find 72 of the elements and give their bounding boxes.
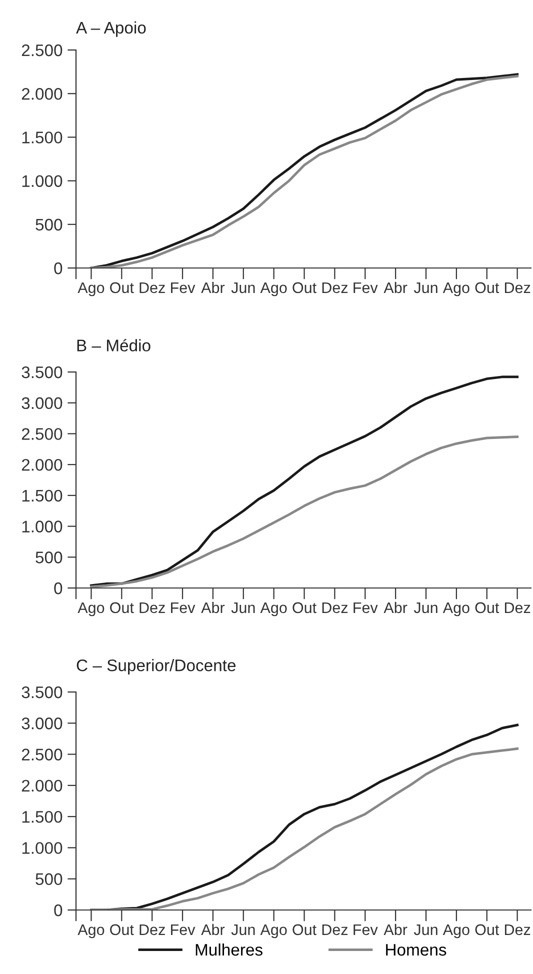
x-tick-label: Fev	[354, 282, 378, 294]
y-tick-label: 1.000	[22, 175, 62, 188]
y-tick-label: 3.500	[22, 686, 62, 698]
x-tick-label: Dez	[322, 602, 348, 614]
x-tick-label: Out	[475, 282, 500, 294]
x-tick-label: Jun	[231, 602, 255, 614]
x-tick-label: Abr	[384, 602, 408, 614]
y-tick-label: 2.000	[22, 458, 62, 471]
x-tick-label: Ago	[260, 602, 287, 616]
x-tick-label: Dez	[322, 282, 348, 294]
y-tick-label: 0	[54, 582, 62, 594]
x-tick-label: Ago	[78, 282, 104, 296]
y-tick-label: 2.000	[22, 88, 62, 100]
x-tick-label: Abr	[201, 282, 225, 294]
x-tick-label: Fev	[171, 924, 196, 936]
chart-title: C – Superior/Docente	[76, 659, 236, 675]
y-tick-label: 3.500	[22, 366, 62, 378]
x-tick-label: Jun	[231, 924, 255, 936]
y-tick-label: 1.000	[22, 842, 62, 854]
x-tick-label: Out	[110, 602, 134, 614]
chart-title: B – Médio	[77, 338, 150, 352]
x-tick-label: Ago	[78, 924, 104, 938]
x-tick-label: Dez	[322, 924, 348, 936]
y-tick-label: 1.500	[22, 490, 62, 502]
x-tick-label: Fev	[171, 602, 196, 614]
chart-title: A – Apoio	[76, 21, 146, 37]
y-tick-label: 500	[36, 552, 62, 564]
y-tick-label: 0	[54, 904, 62, 916]
x-tick-label: Ago	[442, 282, 470, 296]
x-tick-label: Jun	[414, 602, 438, 614]
x-tick-label: Dez	[140, 282, 165, 294]
y-tick-label: 500	[36, 218, 62, 231]
x-tick-label: Out	[110, 924, 134, 936]
legend-label: Mulheres	[196, 943, 262, 956]
y-tick-label: 0	[54, 262, 62, 274]
x-tick-label: Dez	[504, 602, 530, 614]
x-tick-label: Out	[292, 602, 316, 614]
x-tick-label: Out	[292, 282, 316, 294]
y-tick-label: 2.000	[22, 780, 62, 792]
x-tick-label: Ago	[442, 602, 470, 616]
y-tick-label: 500	[36, 873, 62, 886]
x-tick-label: Abr	[384, 282, 408, 294]
x-tick-label: Ago	[260, 924, 287, 938]
x-tick-label: Fev	[171, 282, 196, 294]
x-tick-label: Jun	[231, 282, 255, 294]
x-tick-label: Out	[292, 924, 316, 936]
legend-label: Homens	[386, 944, 446, 956]
x-tick-label: Out	[475, 924, 500, 936]
x-tick-label: Dez	[504, 924, 530, 936]
x-tick-label: Dez	[504, 282, 530, 294]
x-tick-label: Fev	[354, 602, 378, 614]
x-tick-label: Abr	[384, 924, 408, 936]
x-tick-label: Jun	[414, 282, 438, 294]
x-tick-label: Dez	[140, 602, 165, 614]
y-tick-label: 1.500	[22, 132, 62, 144]
y-tick-label: 1.500	[22, 810, 62, 823]
y-tick-label: 2.500	[22, 44, 62, 56]
x-tick-label: Dez	[140, 924, 165, 936]
x-tick-label: Ago	[260, 282, 287, 296]
y-tick-label: 2.500	[22, 428, 62, 440]
x-tick-label: Out	[110, 282, 134, 294]
x-tick-label: Ago	[78, 602, 104, 616]
x-tick-label: Jun	[414, 924, 438, 936]
x-tick-label: Out	[475, 602, 500, 614]
x-tick-label: Abr	[201, 924, 225, 936]
y-tick-label: 2.500	[22, 748, 62, 760]
y-tick-label: 3.000	[22, 397, 62, 410]
x-tick-label: Ago	[442, 924, 470, 938]
y-tick-label: 3.000	[22, 718, 62, 730]
x-tick-label: Abr	[201, 602, 225, 614]
x-tick-label: Fev	[354, 924, 378, 936]
y-tick-label: 1.000	[22, 520, 62, 532]
